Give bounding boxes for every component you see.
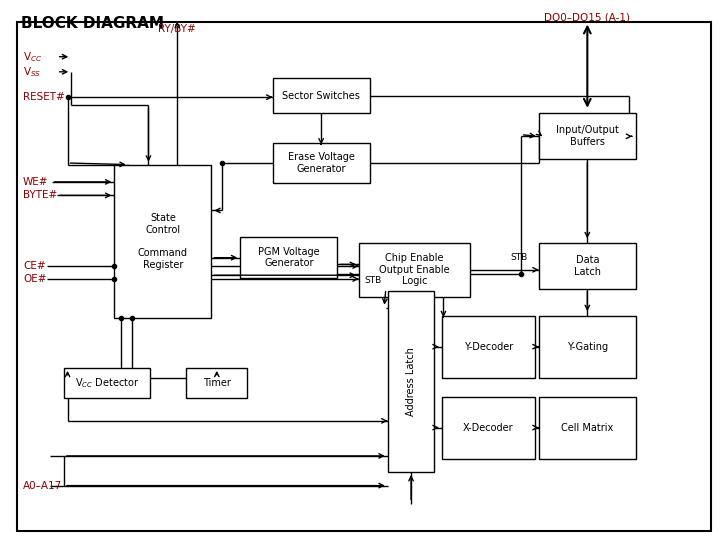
Bar — [539, 397, 636, 458]
Text: STB: STB — [510, 253, 527, 263]
Text: RY/BY#: RY/BY# — [158, 24, 196, 34]
Text: WE#: WE# — [23, 177, 49, 187]
Text: DQ0–DQ15 (A-1): DQ0–DQ15 (A-1) — [544, 13, 630, 23]
Text: OE#: OE# — [23, 274, 46, 284]
Bar — [115, 165, 212, 318]
Bar — [64, 368, 150, 398]
Bar — [359, 243, 471, 297]
Bar — [442, 397, 535, 458]
Text: PGM Voltage
Generator: PGM Voltage Generator — [258, 247, 320, 269]
Bar — [539, 243, 636, 289]
Bar — [539, 113, 636, 159]
Text: Sector Switches: Sector Switches — [282, 91, 360, 101]
Bar — [388, 292, 434, 472]
Text: CE#: CE# — [23, 261, 46, 271]
Text: V$_{SS}$: V$_{SS}$ — [23, 65, 41, 78]
Text: Y-Decoder: Y-Decoder — [464, 342, 513, 352]
Text: Erase Voltage
Generator: Erase Voltage Generator — [288, 153, 355, 174]
Bar — [273, 78, 370, 113]
Text: Chip Enable
Output Enable
Logic: Chip Enable Output Enable Logic — [379, 253, 450, 287]
Text: STB: STB — [365, 276, 382, 285]
Bar — [186, 368, 247, 398]
Text: State
Control

Command
Register: State Control Command Register — [138, 213, 188, 270]
Text: Address Latch: Address Latch — [406, 347, 416, 416]
Bar — [539, 316, 636, 378]
Bar — [240, 238, 337, 278]
Text: V$_{CC}$ Detector: V$_{CC}$ Detector — [75, 376, 139, 390]
Text: X-Decoder: X-Decoder — [463, 422, 514, 433]
Text: Cell Matrix: Cell Matrix — [561, 422, 613, 433]
Text: BLOCK DIAGRAM: BLOCK DIAGRAM — [21, 16, 164, 31]
Text: Y-Gating: Y-Gating — [567, 342, 608, 352]
Bar — [273, 143, 370, 184]
Text: Data
Latch: Data Latch — [573, 255, 601, 276]
Text: RESET#: RESET# — [23, 92, 65, 102]
Bar — [442, 316, 535, 378]
Text: BYTE#: BYTE# — [23, 190, 57, 201]
Text: V$_{CC}$: V$_{CC}$ — [23, 50, 42, 64]
Text: Input/Output
Buffers: Input/Output Buffers — [556, 125, 618, 147]
Text: A0–A17: A0–A17 — [23, 481, 62, 490]
Text: Timer: Timer — [203, 378, 231, 388]
